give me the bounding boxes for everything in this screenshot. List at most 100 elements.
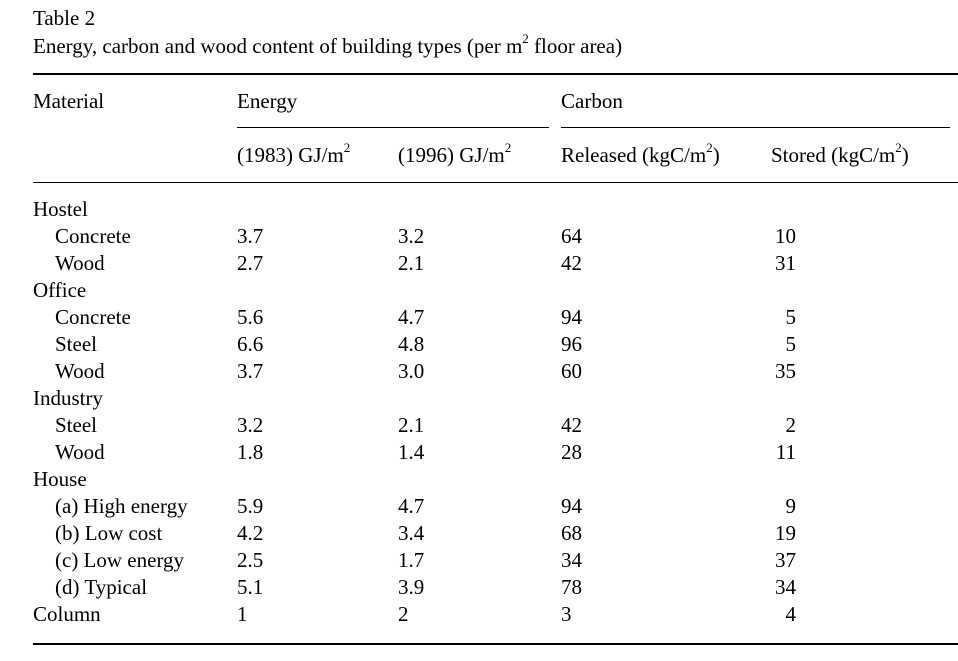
material-cell: House bbox=[33, 467, 87, 491]
energy-1983-cell: 6.6 bbox=[237, 332, 264, 356]
header-carbon-stored-sup: 2 bbox=[895, 140, 902, 155]
group-header-row: Industry bbox=[0, 385, 958, 412]
carbon-released-cell: 68 bbox=[561, 521, 582, 545]
table-label: Table 2 bbox=[33, 6, 96, 30]
carbon-released-cell: 78 bbox=[561, 575, 582, 599]
energy-1996-cell: 4.7 bbox=[398, 494, 425, 518]
carbon-released-cell: 34 bbox=[561, 548, 582, 572]
energy-1996-cell: 2.1 bbox=[398, 251, 425, 275]
material-cell: Steel bbox=[55, 332, 97, 356]
group-header-row: Hostel bbox=[0, 196, 958, 223]
carbon-released-cell: 94 bbox=[561, 305, 582, 329]
bottom-rule bbox=[33, 643, 958, 645]
carbon-released-cell: 60 bbox=[561, 359, 582, 383]
header-carbon: Carbon bbox=[561, 89, 623, 113]
carbon-released-cell: 96 bbox=[561, 332, 582, 356]
carbon-stored-cell: 10 bbox=[775, 224, 796, 248]
carbon-stored-cell: 19 bbox=[775, 521, 796, 545]
energy-1983-cell: 2.5 bbox=[237, 548, 264, 572]
energy-1996-cell: 1.7 bbox=[398, 548, 425, 572]
table-title-end: floor area) bbox=[528, 34, 623, 58]
table-row: Column 1 2 3 4 bbox=[0, 601, 958, 628]
material-cell: Hostel bbox=[33, 197, 88, 221]
group-header-row: Office bbox=[0, 277, 958, 304]
energy-1996-cell: 3.2 bbox=[398, 224, 425, 248]
carbon-released-cell: 3 bbox=[561, 602, 572, 626]
material-cell: Office bbox=[33, 278, 87, 302]
table-title-main: Energy, carbon and wood content of build… bbox=[33, 34, 523, 58]
carbon-group-rule bbox=[561, 127, 950, 128]
energy-1983-cell: 1.8 bbox=[237, 440, 264, 464]
table-row: (c) Low energy 2.5 1.7 34 37 bbox=[0, 547, 958, 574]
carbon-stored-cell: 4 bbox=[785, 602, 797, 626]
header-carbon-released: Released (kgC/m2) bbox=[561, 140, 720, 168]
header-energy: Energy bbox=[237, 89, 298, 113]
material-cell: Concrete bbox=[55, 224, 131, 248]
carbon-stored-cell: 9 bbox=[785, 494, 797, 518]
energy-1996-cell: 2.1 bbox=[398, 413, 425, 437]
table-row: Wood 3.7 3.0 60 35 bbox=[0, 358, 958, 385]
energy-1983-cell: 5.6 bbox=[237, 305, 264, 329]
header-energy-1996-sup: 2 bbox=[504, 140, 512, 155]
header-carbon-stored-main: Stored (kgC/m bbox=[771, 143, 896, 167]
table-row: (b) Low cost 4.2 3.4 68 19 bbox=[0, 520, 958, 547]
energy-1996-cell: 4.8 bbox=[398, 332, 425, 356]
carbon-stored-cell: 37 bbox=[775, 548, 796, 572]
material-cell: (a) High energy bbox=[55, 494, 188, 518]
material-cell: (c) Low energy bbox=[55, 548, 185, 572]
header-energy-1983: (1983) GJ/m2 bbox=[237, 140, 351, 168]
energy-1996-cell: 4.7 bbox=[398, 305, 425, 329]
energy-1983-cell: 4.2 bbox=[237, 521, 264, 545]
energy-1996-cell: 3.9 bbox=[398, 575, 425, 599]
energy-1996-cell: 3.4 bbox=[398, 521, 425, 545]
material-cell: Wood bbox=[55, 359, 105, 383]
energy-1983-cell: 1 bbox=[237, 602, 248, 626]
header-material: Material bbox=[33, 89, 105, 113]
table-row: Wood 2.7 2.1 42 31 bbox=[0, 250, 958, 277]
table-row: Steel 6.6 4.8 96 5 bbox=[0, 331, 958, 358]
header-carbon-stored-end: ) bbox=[901, 143, 909, 167]
carbon-released-cell: 42 bbox=[561, 413, 582, 437]
header-energy-1983-sup: 2 bbox=[343, 140, 351, 155]
carbon-stored-cell: 31 bbox=[775, 251, 796, 275]
energy-1983-cell: 2.7 bbox=[237, 251, 264, 275]
carbon-released-cell: 42 bbox=[561, 251, 582, 275]
header-carbon-stored: Stored (kgC/m2) bbox=[771, 140, 909, 168]
energy-1983-cell: 3.7 bbox=[237, 224, 264, 248]
energy-group-rule bbox=[237, 127, 549, 128]
material-cell: Steel bbox=[55, 413, 97, 437]
material-cell: Column bbox=[33, 602, 101, 626]
energy-1996-cell: 2 bbox=[398, 602, 409, 626]
group-header-row: House bbox=[0, 466, 958, 493]
carbon-released-cell: 28 bbox=[561, 440, 582, 464]
carbon-stored-cell: 34 bbox=[775, 575, 796, 599]
header-carbon-released-sup: 2 bbox=[706, 140, 713, 155]
top-rule bbox=[33, 73, 958, 75]
carbon-stored-cell: 35 bbox=[775, 359, 796, 383]
table-row: Concrete 3.7 3.2 64 10 bbox=[0, 223, 958, 250]
carbon-released-cell: 64 bbox=[561, 224, 582, 248]
energy-1996-cell: 3.0 bbox=[398, 359, 425, 383]
table-row: (a) High energy 5.9 4.7 94 9 bbox=[0, 493, 958, 520]
header-carbon-released-end: ) bbox=[712, 143, 720, 167]
material-cell: Industry bbox=[33, 386, 103, 410]
table-row: Wood 1.8 1.4 28 11 bbox=[0, 439, 958, 466]
table-title: Energy, carbon and wood content of build… bbox=[33, 31, 623, 59]
header-energy-1983-main: (1983) GJ/m bbox=[237, 143, 344, 167]
energy-1983-cell: 3.2 bbox=[237, 413, 264, 437]
carbon-stored-cell: 5 bbox=[785, 305, 797, 329]
table-title-sup: 2 bbox=[522, 31, 529, 46]
energy-1983-cell: 5.9 bbox=[237, 494, 264, 518]
header-energy-1996-main: (1996) GJ/m bbox=[398, 143, 505, 167]
material-cell: Wood bbox=[55, 440, 105, 464]
material-cell: (b) Low cost bbox=[55, 521, 163, 545]
header-carbon-released-main: Released (kgC/m bbox=[561, 143, 707, 167]
energy-1983-cell: 5.1 bbox=[237, 575, 264, 599]
carbon-stored-cell: 2 bbox=[785, 413, 797, 437]
energy-1996-cell: 1.4 bbox=[398, 440, 425, 464]
energy-1983-cell: 3.7 bbox=[237, 359, 264, 383]
material-cell: (d) Typical bbox=[55, 575, 148, 599]
header-rule bbox=[33, 182, 958, 183]
carbon-stored-cell: 11 bbox=[775, 440, 796, 464]
table-row: Concrete 5.6 4.7 94 5 bbox=[0, 304, 958, 331]
